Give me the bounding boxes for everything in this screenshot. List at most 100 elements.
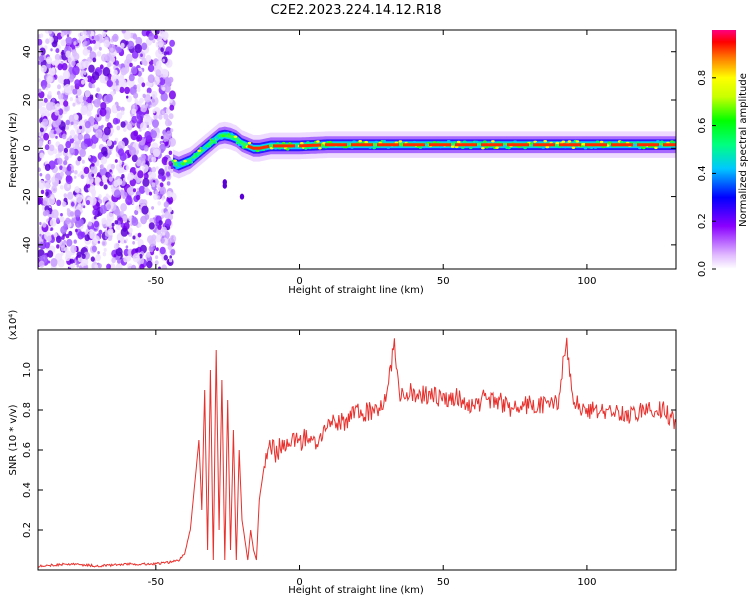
noise-blob	[151, 166, 157, 173]
noise-blob	[109, 263, 116, 269]
noise-blob	[147, 74, 155, 83]
noise-blob	[73, 239, 77, 244]
noise-blob	[164, 218, 172, 227]
ridge-speckle	[656, 140, 660, 143]
noise-blob	[152, 245, 156, 250]
noise-blob	[128, 146, 137, 156]
noise-blob	[63, 100, 69, 107]
noise-blob	[123, 127, 127, 132]
noise-blob	[59, 165, 63, 170]
bottom-y-tick-label: 0.6	[22, 442, 33, 458]
noise-blob	[109, 127, 115, 134]
noise-blob	[117, 240, 121, 244]
noise-blob	[47, 91, 52, 96]
noise-blob	[151, 98, 155, 103]
noise-blob	[93, 98, 101, 108]
ridge-speckle	[513, 140, 517, 143]
ridge-speckle	[477, 145, 481, 148]
noise-blob	[137, 170, 144, 179]
noise-blob	[112, 33, 119, 43]
noise-blob	[70, 245, 77, 254]
bottom-x-tick-label: 50	[437, 577, 450, 588]
ridge-speckle	[374, 140, 379, 144]
noise-blob	[124, 86, 130, 95]
noise-blob	[157, 224, 162, 230]
noise-blob	[108, 176, 113, 182]
noise-blob	[61, 126, 66, 132]
noise-blob	[126, 123, 133, 131]
colorbar-tick-label: 0.8	[697, 70, 708, 86]
top-x-axis-label: Height of straight line (km)	[288, 285, 424, 296]
noise-blob	[51, 98, 56, 103]
noise-blob	[66, 238, 73, 247]
ridge-speckle	[372, 146, 377, 150]
noise-blob	[168, 150, 173, 155]
noise-blob	[158, 220, 163, 226]
noise-blob	[55, 235, 62, 244]
noise-blob	[154, 260, 159, 266]
noise-blob	[157, 39, 164, 48]
noise-blob	[38, 55, 45, 62]
noise-blob	[152, 109, 156, 114]
noise-blob	[70, 201, 75, 207]
noise-blob	[104, 76, 109, 81]
noise-blob	[108, 195, 111, 199]
noise-blob	[149, 104, 152, 108]
noise-blob	[120, 203, 127, 212]
noise-blob	[47, 250, 54, 258]
noise-blob	[45, 191, 49, 197]
ridge-speckle	[350, 146, 354, 149]
noise-blob	[100, 156, 108, 165]
ridge-speckle	[642, 146, 646, 150]
top-x-tick-label: 50	[437, 276, 450, 287]
noise-blob	[38, 88, 42, 93]
noise-blob	[158, 114, 163, 120]
noise-blob	[127, 172, 135, 181]
noise-blob	[82, 205, 86, 209]
noise-blob	[80, 105, 88, 116]
noise-blob	[122, 194, 126, 199]
noise-blob	[42, 118, 49, 127]
noise-blob	[81, 253, 86, 259]
noise-blob	[111, 257, 116, 264]
colorbar-tick-label: 0.4	[697, 165, 708, 181]
noise-blob	[38, 38, 43, 46]
noise-blob	[163, 113, 169, 120]
noise-blob	[126, 95, 129, 99]
noise-blob	[95, 161, 100, 167]
ridge-band	[173, 126, 676, 174]
noise-blob	[59, 240, 66, 248]
noise-blob	[153, 114, 158, 120]
noise-blob	[98, 229, 103, 235]
noise-blob	[61, 201, 67, 207]
noise-blob	[114, 220, 119, 225]
colorbar-label: Normalized spectral amplitude	[738, 73, 749, 227]
noise-blob	[38, 100, 43, 109]
noise-blob	[139, 199, 145, 206]
noise-blob	[169, 39, 176, 47]
ridge-speckle	[306, 141, 310, 144]
noise-blob	[120, 42, 125, 49]
noise-blob	[106, 204, 111, 210]
noise-blob	[83, 34, 88, 40]
bottom-y-tick-label: 0.2	[22, 522, 33, 538]
ridge-speckle	[563, 145, 568, 149]
top-y-tick-label: 20	[22, 94, 33, 107]
noise-blob	[130, 113, 134, 117]
noise-blob	[51, 185, 58, 194]
noise-blob	[125, 238, 128, 242]
noise-blob	[152, 119, 159, 128]
noise-blob	[118, 266, 122, 269]
noise-blob	[157, 201, 161, 206]
noise-blob	[128, 227, 133, 234]
noise-blob	[68, 230, 73, 236]
noise-blob	[141, 57, 148, 65]
noise-blob	[60, 32, 65, 37]
noise-blob	[74, 96, 82, 106]
noise-blob	[60, 80, 64, 85]
noise-blob	[90, 189, 97, 196]
ridge-speckle	[561, 140, 566, 143]
spectrogram-heatmap	[38, 30, 676, 269]
ridge-speckle	[386, 146, 391, 149]
noise-blob	[170, 249, 176, 256]
